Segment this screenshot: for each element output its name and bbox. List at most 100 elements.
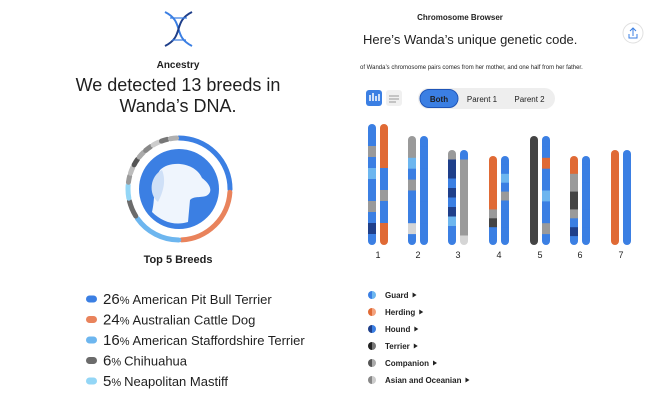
chromosome-segment: [368, 223, 376, 235]
chromosome-segment: [368, 212, 376, 224]
dog-ear: [151, 170, 165, 202]
chromosome-segment: [530, 190, 538, 202]
legend-label[interactable]: Terrier: [385, 342, 410, 351]
donut-segment: [125, 135, 233, 243]
chromosome-segment: [460, 159, 468, 170]
chromosome-segment: [623, 188, 631, 198]
chromosome-segment: [582, 173, 590, 184]
chromosome-segment: [380, 212, 388, 224]
legend-label[interactable]: Guard: [385, 291, 409, 300]
chromosome-segment: [542, 223, 550, 235]
chromosome-segment: [611, 178, 619, 189]
breed-percent: 5: [103, 373, 111, 390]
chromosome-segment: [408, 157, 416, 170]
chromosome-segment: [542, 157, 550, 170]
chromosome-segment: [380, 146, 388, 158]
other-segment: [125, 135, 233, 243]
chromosome-segment: [489, 227, 497, 237]
ancestry-label: Ancestry: [157, 60, 200, 71]
chromosome-strand: [623, 150, 631, 245]
headline: We detected 13 breeds in: [76, 75, 281, 95]
legend-arrow[interactable]: [465, 377, 470, 383]
chromosome-segment: [448, 188, 456, 198]
chromosome-segment: [368, 124, 376, 136]
chromosome-segment: [489, 200, 497, 210]
legend-icon-right: [372, 376, 376, 384]
chromosome-segment: [501, 200, 509, 210]
chromosome-segment: [448, 150, 456, 160]
chromosome-segment: [501, 191, 509, 201]
chromosome-segment: [570, 218, 578, 228]
donut: [125, 135, 233, 243]
chromosome-segment: [570, 191, 578, 201]
legend: Guard Herding Hound Terrier Companion Asian a…: [368, 291, 470, 385]
chromosome-segment: [408, 223, 416, 235]
chromosome-segment: [408, 136, 416, 148]
chromosome-segment: [501, 182, 509, 193]
legend-arrow[interactable]: [414, 326, 419, 332]
legend-icon-left: [368, 376, 372, 384]
chromosome-segment: [408, 146, 416, 159]
chromosome-segment: [368, 190, 376, 202]
legend-icon-left: [368, 359, 372, 367]
legend-arrow[interactable]: [419, 309, 424, 315]
chromosome-segment: [460, 207, 468, 217]
breed-row: 5% Neapolitan Mastiff: [103, 373, 228, 390]
bars-icon: [369, 93, 380, 101]
legend-label[interactable]: Hound: [385, 325, 410, 334]
chromosome-label: 5: [537, 250, 542, 260]
view-bars-toggle[interactable]: [366, 90, 382, 106]
chromosome-label: 6: [577, 250, 582, 260]
legend-arrow[interactable]: [413, 343, 418, 349]
chromosome-segment: [542, 168, 550, 181]
chromosome-segment: [570, 173, 578, 184]
chromosome-segment: [623, 216, 631, 227]
breed-swatch: [86, 336, 97, 344]
chromosome-label: 2: [415, 250, 420, 260]
legend-arrow[interactable]: [412, 292, 417, 298]
chromosome-segment: [623, 178, 631, 189]
breed-row: 24% Australian Cattle Dog: [103, 312, 255, 329]
chromosome-segment: [542, 190, 550, 202]
button-active[interactable]: [419, 89, 459, 108]
chromosome-segment: [570, 156, 578, 166]
chromosome-segment: [380, 190, 388, 202]
legend-label[interactable]: Asian and Oceanian: [385, 376, 462, 385]
chromosome-segment: [448, 178, 456, 189]
chromosome-segment: [420, 168, 428, 181]
breed-percent: 24: [103, 312, 120, 329]
parent-button[interactable]: Parent 2: [514, 95, 545, 104]
chromosome-segment: [448, 197, 456, 208]
chromosome-label: 3: [455, 250, 460, 260]
chromosome-segment: [623, 159, 631, 170]
chromosome-segment: [408, 212, 416, 224]
chromosome-segment: [611, 159, 619, 170]
chromosome-segment: [501, 227, 509, 237]
chromosome-segment: [530, 179, 538, 191]
chromosome-segment: [408, 179, 416, 191]
chromosome-segment: [623, 226, 631, 236]
parent-button[interactable]: Parent 1: [467, 95, 498, 104]
legend-label[interactable]: Companion: [385, 359, 429, 368]
chromosome-segment: [380, 223, 388, 235]
chromosome-segment: [582, 227, 590, 237]
chromosome-segment: [611, 188, 619, 198]
chromosome-segment: [582, 200, 590, 210]
breed-swatch: [86, 295, 97, 303]
view-text-toggle[interactable]: [386, 90, 402, 106]
legend-arrow[interactable]: [433, 360, 437, 366]
chromosome-segment: [408, 201, 416, 213]
legend-icon-right: [372, 325, 376, 333]
browser-headline: Here’s Wanda’s unique genetic code.: [363, 32, 577, 47]
chromosome-segment: [380, 135, 388, 147]
legend-icon-right: [372, 342, 376, 350]
chromosome-segment: [570, 209, 578, 219]
chromosome-segment: [489, 191, 497, 201]
chromosome-segment: [530, 234, 538, 245]
parent-button[interactable]: Both: [430, 95, 448, 104]
chromosome-segment: [501, 173, 509, 184]
chromosome-segment: [460, 197, 468, 208]
legend-label[interactable]: Herding: [385, 308, 415, 317]
chromosome-segment: [380, 124, 388, 136]
